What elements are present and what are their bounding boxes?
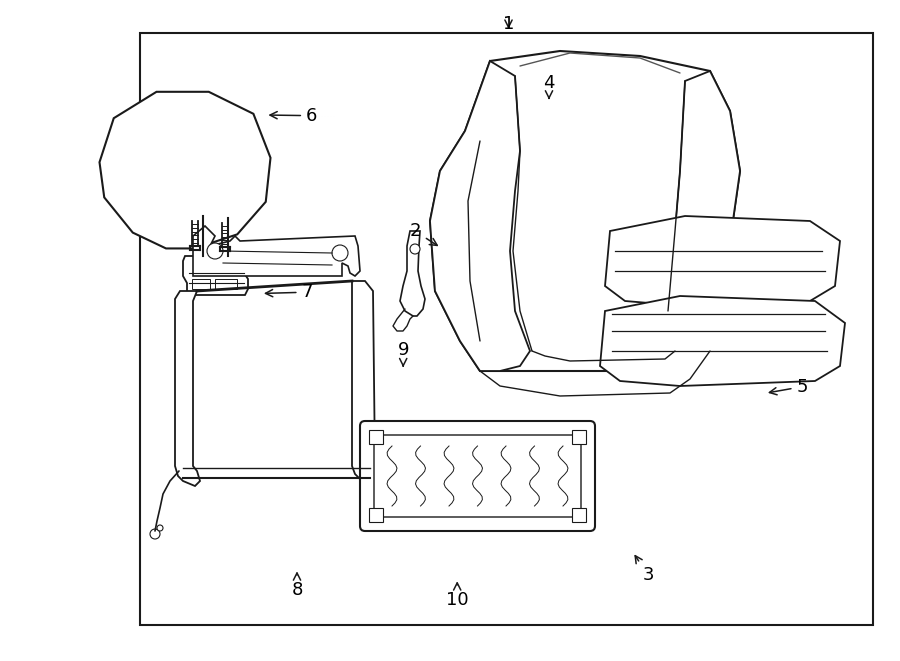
Polygon shape <box>600 296 845 386</box>
Text: 9: 9 <box>398 341 409 366</box>
Polygon shape <box>430 51 740 371</box>
Circle shape <box>410 244 420 254</box>
Polygon shape <box>400 231 425 316</box>
Bar <box>192 279 210 289</box>
Text: 4: 4 <box>544 73 554 98</box>
Bar <box>140 33 873 625</box>
Bar <box>369 430 383 444</box>
Bar <box>572 508 586 522</box>
Circle shape <box>150 529 160 539</box>
Bar <box>369 508 383 522</box>
Text: 8: 8 <box>292 573 302 599</box>
FancyBboxPatch shape <box>360 421 595 531</box>
Polygon shape <box>175 291 200 486</box>
Text: 5: 5 <box>770 377 808 396</box>
Polygon shape <box>100 92 271 249</box>
Bar <box>572 430 586 444</box>
FancyBboxPatch shape <box>374 435 581 517</box>
Polygon shape <box>193 226 360 276</box>
Circle shape <box>207 243 223 259</box>
Circle shape <box>332 245 348 261</box>
Text: 2: 2 <box>410 222 437 245</box>
Polygon shape <box>665 71 740 371</box>
Text: 1: 1 <box>503 15 514 33</box>
Polygon shape <box>605 216 840 306</box>
Polygon shape <box>430 61 530 371</box>
Bar <box>215 279 237 289</box>
Text: 10: 10 <box>446 583 469 609</box>
Text: 7: 7 <box>266 283 313 301</box>
Polygon shape <box>183 256 248 295</box>
Text: 6: 6 <box>270 106 318 125</box>
Polygon shape <box>352 281 375 481</box>
Circle shape <box>157 525 163 531</box>
Text: 3: 3 <box>635 556 653 584</box>
